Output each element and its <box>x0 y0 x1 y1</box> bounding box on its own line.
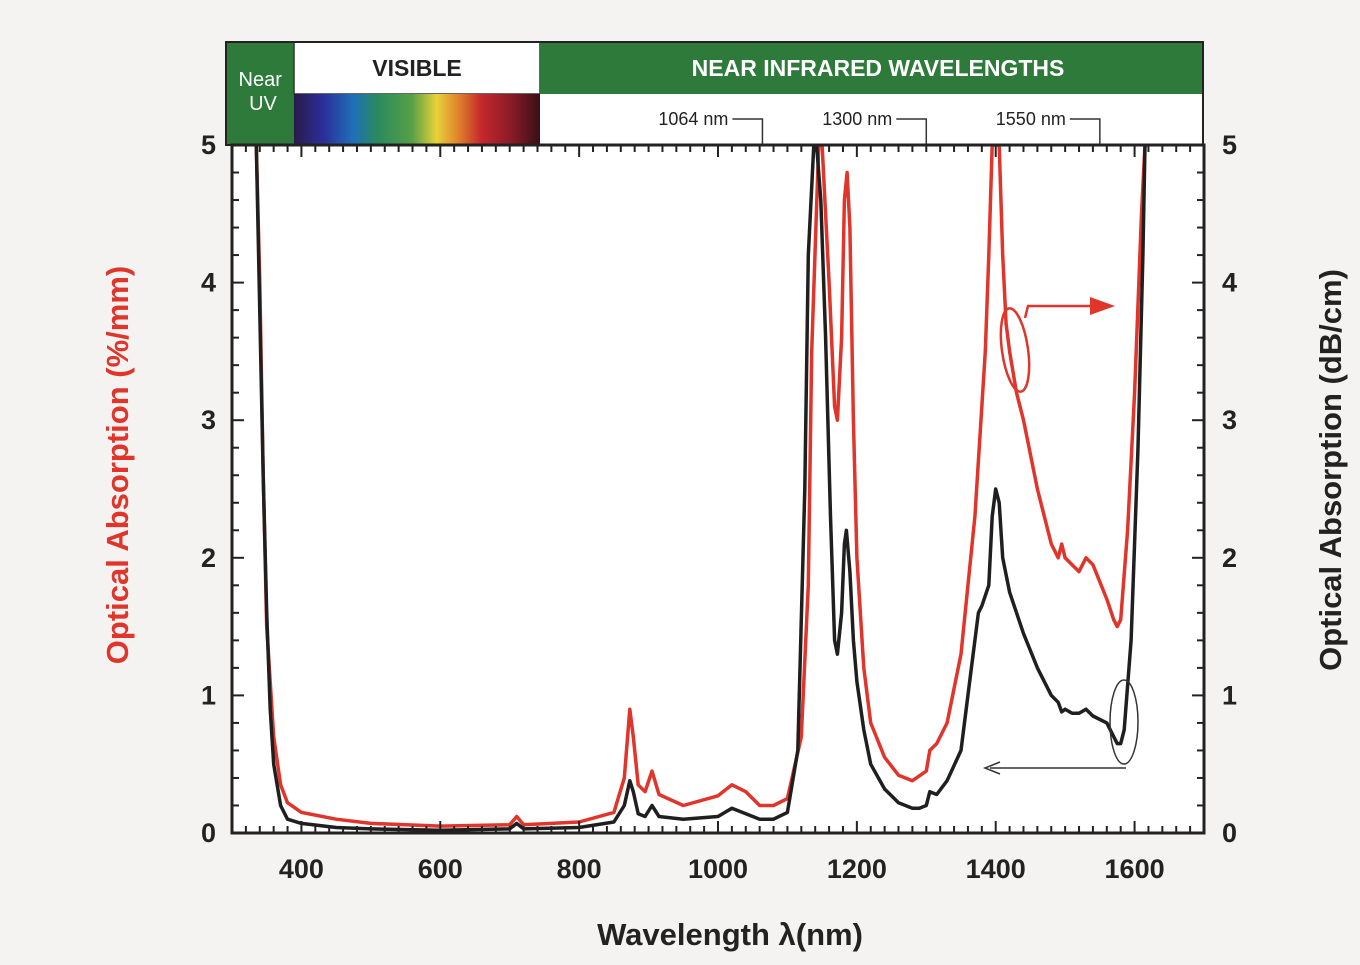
marker-leader <box>1069 118 1101 145</box>
black-curve-marker-ellipse <box>1109 679 1139 765</box>
x-tick-label: 1200 <box>827 854 887 884</box>
marker-leader <box>896 118 928 145</box>
y-tick-label-right: 2 <box>1222 543 1237 573</box>
near-uv-line-1: Near <box>239 69 283 91</box>
plot-area <box>232 145 1204 833</box>
red-arrow-head <box>1090 297 1115 315</box>
red-arrow-right <box>1023 304 1100 319</box>
x-tick-label: 400 <box>279 854 324 884</box>
x-tick-label: 1000 <box>688 854 748 884</box>
left-axis-title: Optical Absorption (%/mm) <box>100 266 135 664</box>
visible-label: VISIBLE <box>372 55 461 81</box>
axes-layer: 400 600 800 1000 1200 1400 1600 0 0 1 1 2 2 3 3 4 4 5 5 <box>201 130 1237 884</box>
visible-spectrum <box>294 94 540 145</box>
y-tick-label-left: 1 <box>201 680 216 710</box>
y-tick-label-left: 2 <box>201 543 216 573</box>
y-tick-label-right: 1 <box>1222 680 1237 710</box>
marker-label: 1064 nm <box>658 109 728 129</box>
y-tick-label-left: 0 <box>201 818 216 848</box>
right-axis-title: Optical Absorption (dB/cm) <box>1313 269 1348 671</box>
y-tick-label-right: 3 <box>1222 405 1237 435</box>
spectrum-header: Near UV VISIBLE NEAR INFRARED WAVELENGTH… <box>225 41 1204 146</box>
near-uv-line-2: UV <box>249 93 277 115</box>
black-arrow-left-head <box>982 761 1001 775</box>
x-axis-title: Wavelength λ(nm) <box>597 917 863 952</box>
near-infrared-label: NEAR INFRARED WAVELENGTHS <box>692 55 1065 81</box>
red-curve-marker-ellipse <box>999 307 1031 393</box>
y-tick-label-left: 3 <box>201 405 216 435</box>
marker-leader <box>732 118 764 145</box>
y-tick-label-right: 0 <box>1222 818 1237 848</box>
marker-label: 1550 nm <box>996 109 1066 129</box>
x-tick-label: 600 <box>418 854 463 884</box>
y-tick-label-left: 5 <box>201 130 216 160</box>
y-tick-label-left: 4 <box>201 268 216 298</box>
near-infrared-band <box>540 42 1203 94</box>
x-tick-label: 1400 <box>966 854 1026 884</box>
y-tick-label-right: 4 <box>1222 268 1237 298</box>
annotations <box>982 297 1139 775</box>
wavelength-markers: 1064 nm 1300 nm 1550 nm <box>658 109 1101 145</box>
y-tick-label-right: 5 <box>1222 130 1237 160</box>
marker-label: 1300 nm <box>822 109 892 129</box>
x-tick-label: 1600 <box>1105 854 1165 884</box>
near-uv-band <box>226 42 294 145</box>
series-line-0 <box>254 145 1149 828</box>
near-uv-label: Near UV <box>239 69 288 115</box>
x-tick-label: 800 <box>557 854 602 884</box>
